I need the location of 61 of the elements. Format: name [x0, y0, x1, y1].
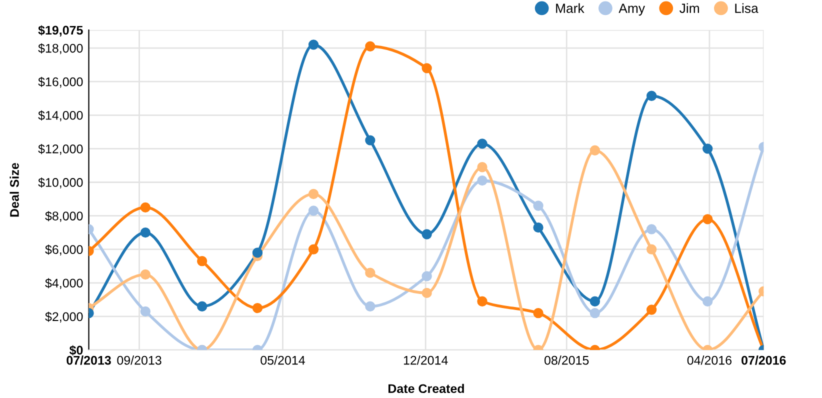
point [140, 227, 151, 238]
point [533, 308, 544, 318]
x-axis-title: Date Created [388, 384, 464, 394]
point [590, 308, 600, 318]
point [590, 145, 600, 156]
point [702, 296, 713, 306]
point [365, 135, 376, 146]
legend-label: Lisa [735, 3, 758, 13]
x-tick-label: 05/2014 [260, 356, 305, 365]
point [590, 296, 600, 306]
point [365, 41, 376, 52]
point [140, 269, 151, 280]
point [422, 271, 432, 282]
x-tick-label: 08/2015 [544, 356, 589, 365]
point [196, 301, 208, 312]
legend-label: Jim [680, 3, 699, 13]
legend-label: Amy [618, 4, 645, 16]
y-tick-label: $0 [69, 345, 83, 356]
y-tick-label: $14,000 [38, 110, 83, 122]
x-tick-label: 04/2016 [687, 356, 732, 365]
point [533, 200, 544, 211]
point [477, 296, 488, 306]
point [365, 301, 376, 312]
y-tick-label: $16,000 [38, 76, 83, 88]
point [646, 90, 657, 101]
point [477, 162, 488, 172]
y-tick-label: $12,000 [38, 144, 83, 155]
y-axis-title: Deal Size [10, 162, 19, 217]
point [702, 214, 713, 224]
point [422, 288, 432, 298]
x-tick-label: 07/2016 [742, 356, 786, 365]
point [422, 63, 432, 74]
y-tick-label: $6,000 [45, 244, 83, 256]
x-tick-label: 12/2014 [404, 356, 448, 365]
point [702, 144, 713, 154]
x-tick-label: 09/2013 [117, 356, 162, 365]
y-tick-label: $2,000 [45, 312, 83, 323]
point [140, 306, 151, 317]
y-tick-label: $18,000 [38, 43, 83, 54]
point [646, 244, 657, 254]
point [477, 175, 488, 186]
y-tick-label: $10,000 [38, 178, 83, 188]
y-tick-label: $19,075 [38, 25, 83, 36]
legend-label: Mark [556, 3, 584, 13]
point [646, 224, 657, 234]
point [308, 244, 319, 254]
point [140, 202, 151, 212]
point [422, 229, 432, 240]
point [308, 40, 319, 50]
point [252, 302, 263, 314]
point [365, 268, 376, 278]
y-tick-label: $8,000 [45, 211, 83, 222]
point [646, 304, 657, 315]
point [196, 256, 208, 266]
point [308, 206, 319, 216]
point [308, 188, 319, 200]
point [252, 248, 263, 258]
point [477, 138, 488, 149]
x-tick-label: 07/2013 [66, 356, 111, 365]
point [533, 222, 544, 233]
y-tick-label: $4,000 [45, 278, 83, 290]
